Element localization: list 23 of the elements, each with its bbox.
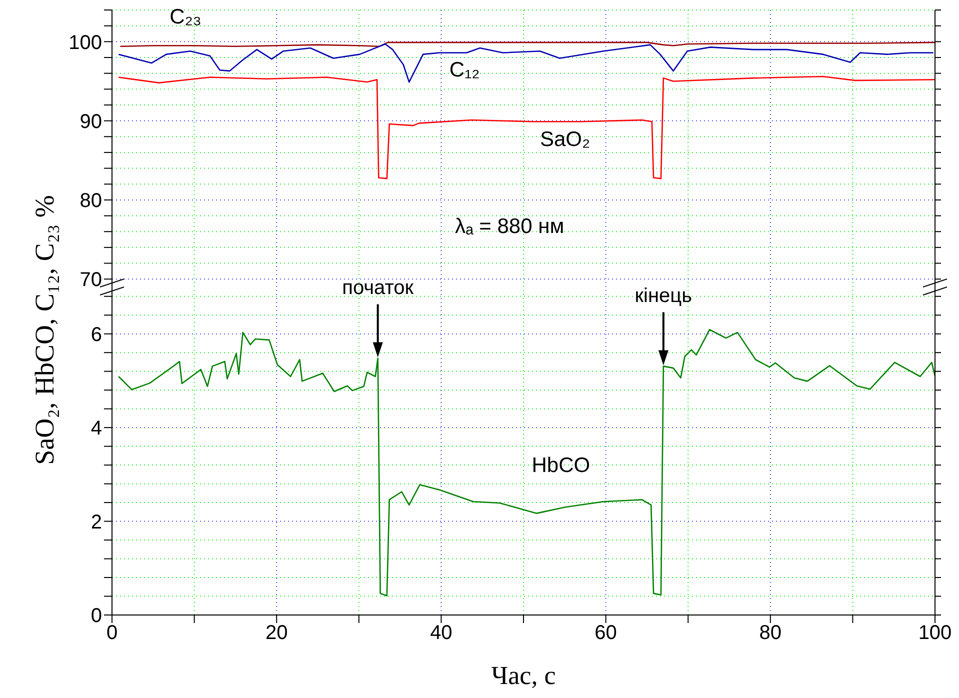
series-label: SaO₂ <box>540 128 590 152</box>
x-tick-label: 20 <box>265 622 288 644</box>
x-tick-label: 0 <box>106 622 118 644</box>
series-label: HbCO <box>532 454 590 478</box>
y-tick-label: 70 <box>80 269 102 292</box>
y-tick-label: 4 <box>90 418 102 440</box>
x-tick-label: 80 <box>759 622 782 644</box>
y-tick-label: 6 <box>90 324 102 346</box>
annotation: кінець <box>634 285 692 308</box>
y-tick-label: 90 <box>80 110 102 133</box>
annotation: початок <box>342 277 414 300</box>
y-tick-label: 0 <box>90 605 102 628</box>
series-label: C₂₃ <box>170 5 202 28</box>
y-tick-label: 80 <box>80 190 102 212</box>
y-tick-label: 100 <box>68 32 102 54</box>
y-tick-label: 2 <box>90 511 102 534</box>
series-label: C₁₂ <box>449 58 480 82</box>
x-axis-title: Час, с <box>491 661 556 690</box>
x-tick-label: 40 <box>430 622 452 644</box>
x-tick-label: 100 <box>918 622 952 644</box>
y-axis-title: SaO₂, HbCO, C₁₂, C₂₃ % <box>30 195 60 465</box>
annotation: λₐ = 880 нм <box>455 215 564 239</box>
x-tick-label: 60 <box>594 622 617 644</box>
